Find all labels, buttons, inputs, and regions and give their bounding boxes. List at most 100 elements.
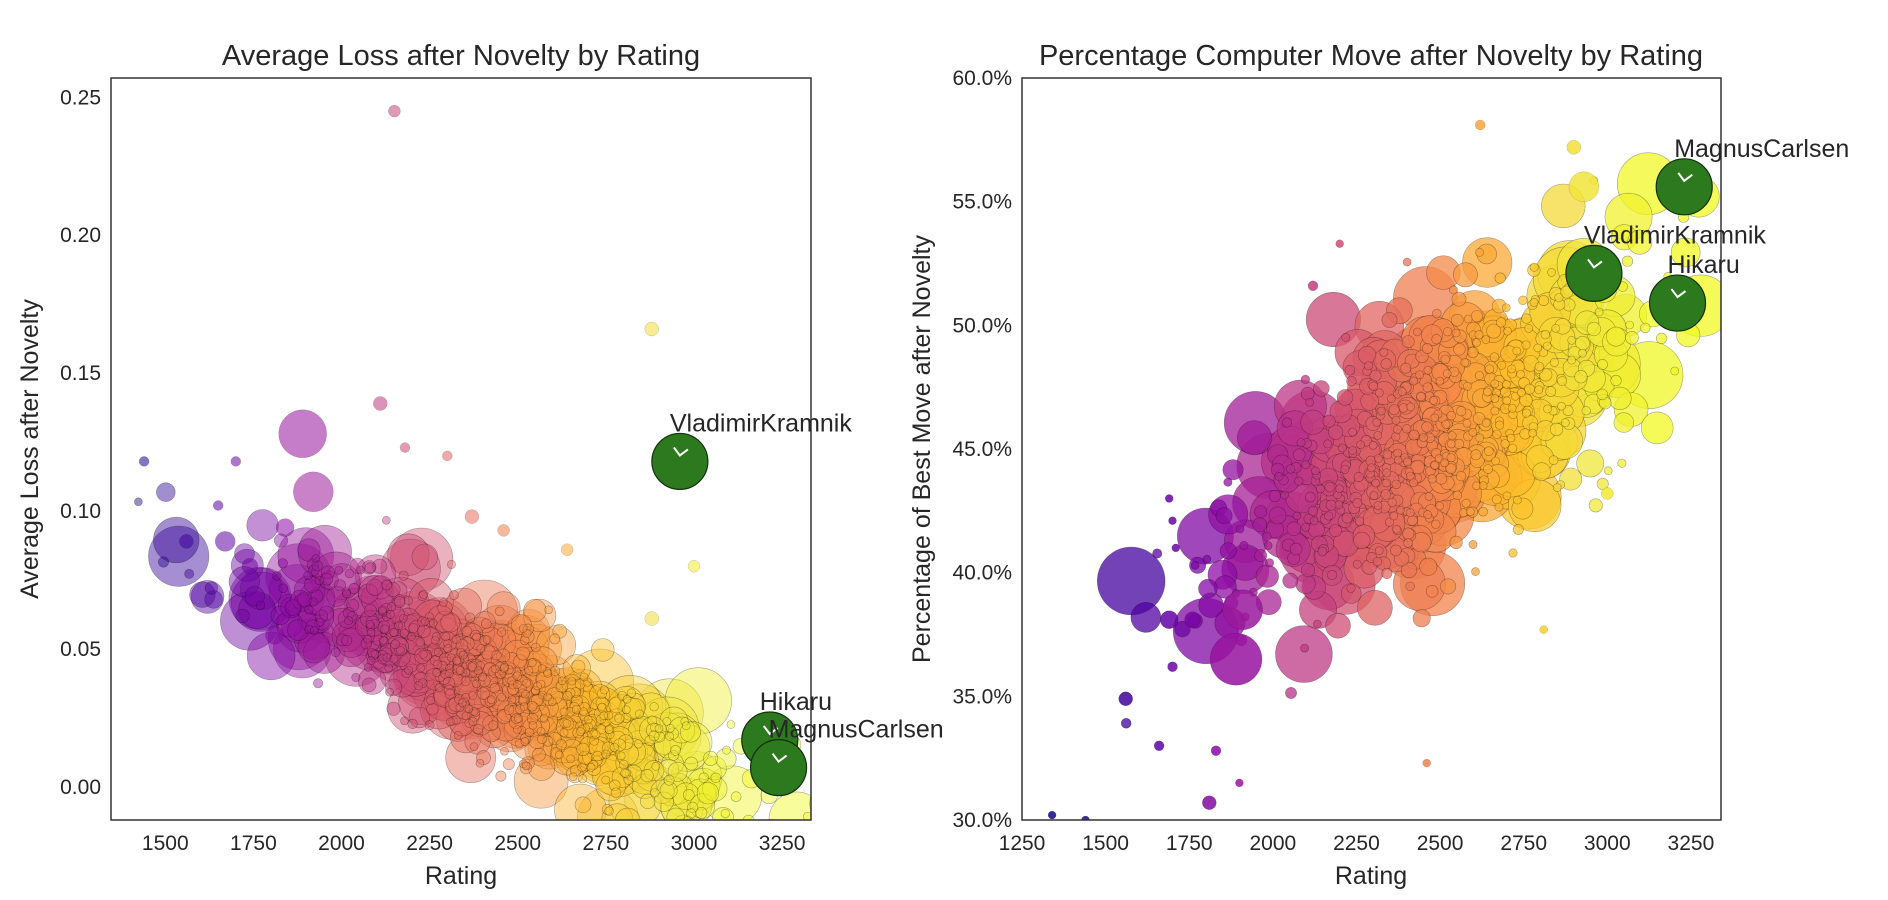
data-point bbox=[605, 730, 615, 740]
data-point bbox=[1215, 507, 1233, 525]
data-point bbox=[479, 635, 491, 646]
data-point bbox=[458, 679, 490, 711]
data-point bbox=[156, 482, 176, 502]
data-point bbox=[715, 748, 737, 770]
data-point bbox=[1391, 415, 1401, 425]
data-point bbox=[1341, 512, 1353, 524]
data-point bbox=[542, 735, 554, 747]
data-point bbox=[654, 731, 666, 743]
data-point bbox=[465, 660, 498, 693]
outlier-point bbox=[644, 611, 659, 626]
data-point bbox=[433, 659, 443, 669]
data-point bbox=[617, 690, 628, 701]
data-point bbox=[445, 587, 483, 625]
data-point bbox=[584, 713, 602, 731]
y-tick-label: 45.0% bbox=[952, 438, 1012, 461]
data-point bbox=[470, 658, 483, 671]
data-point bbox=[1381, 567, 1393, 579]
outlier-point bbox=[293, 471, 334, 513]
data-point bbox=[1482, 387, 1492, 397]
data-point bbox=[297, 524, 352, 579]
data-point bbox=[311, 554, 321, 563]
data-point bbox=[390, 637, 409, 656]
data-point bbox=[1412, 609, 1431, 628]
data-point bbox=[1338, 443, 1347, 453]
data-point bbox=[545, 709, 608, 772]
data-point bbox=[508, 680, 518, 690]
data-point bbox=[1451, 291, 1467, 307]
data-point bbox=[414, 681, 424, 691]
data-point bbox=[594, 712, 643, 762]
data-point bbox=[1390, 544, 1402, 557]
x-tick-label: 2500 bbox=[1417, 832, 1464, 855]
data-point bbox=[415, 620, 470, 675]
data-point bbox=[659, 781, 678, 800]
data-point bbox=[672, 782, 701, 811]
data-point bbox=[1543, 404, 1552, 414]
data-point bbox=[1613, 412, 1635, 433]
loss-chart-x-ticks: 1500 1750 2000 2250 2500 2750 3000 3250 bbox=[142, 832, 806, 855]
data-point bbox=[662, 763, 718, 820]
data-point bbox=[592, 750, 603, 762]
data-point bbox=[496, 692, 542, 738]
data-point bbox=[670, 745, 681, 756]
outlier-point bbox=[230, 456, 242, 467]
data-point bbox=[451, 715, 461, 725]
data-point bbox=[483, 681, 545, 744]
data-point bbox=[681, 721, 691, 731]
data-point bbox=[535, 682, 578, 726]
data-point bbox=[542, 691, 572, 720]
data-point bbox=[1508, 548, 1518, 558]
data-point bbox=[514, 680, 527, 694]
data-point bbox=[240, 567, 283, 610]
data-point bbox=[587, 728, 611, 752]
data-point bbox=[1405, 581, 1415, 591]
data-point bbox=[635, 678, 704, 747]
data-point bbox=[578, 774, 588, 784]
data-point bbox=[362, 560, 377, 575]
data-point bbox=[408, 623, 419, 633]
data-point bbox=[1494, 272, 1506, 284]
data-point bbox=[1372, 556, 1382, 567]
data-point bbox=[1421, 421, 1433, 433]
y-tick-label: 0.10 bbox=[60, 500, 101, 523]
data-point bbox=[1317, 546, 1328, 557]
data-point bbox=[567, 676, 577, 686]
data-point bbox=[1409, 376, 1419, 386]
data-point bbox=[293, 575, 326, 607]
data-point bbox=[517, 698, 557, 738]
data-point bbox=[628, 753, 659, 785]
data-point bbox=[408, 620, 426, 637]
data-point bbox=[1460, 358, 1470, 368]
outlier-point bbox=[212, 500, 224, 511]
data-point bbox=[1431, 519, 1441, 529]
data-point bbox=[1507, 443, 1518, 453]
data-point bbox=[1521, 313, 1532, 324]
data-point bbox=[305, 619, 320, 634]
data-point bbox=[450, 721, 482, 754]
data-point bbox=[473, 624, 525, 676]
data-point bbox=[411, 543, 438, 571]
data-point bbox=[416, 650, 476, 710]
data-point bbox=[1441, 419, 1451, 429]
data-point bbox=[476, 750, 491, 766]
data-point bbox=[389, 628, 399, 638]
data-point bbox=[535, 625, 576, 666]
data-point bbox=[1415, 349, 1429, 364]
data-point bbox=[1430, 460, 1439, 470]
data-point bbox=[395, 607, 421, 634]
data-point bbox=[559, 718, 570, 728]
data-point bbox=[1402, 424, 1412, 434]
data-point bbox=[1300, 643, 1309, 653]
data-point bbox=[1554, 293, 1564, 303]
data-point bbox=[351, 672, 361, 682]
data-point bbox=[421, 627, 440, 646]
data-point bbox=[405, 632, 439, 667]
data-point bbox=[1449, 535, 1463, 550]
data-point bbox=[1542, 341, 1552, 351]
data-point bbox=[575, 721, 584, 731]
data-point bbox=[461, 625, 473, 637]
data-point bbox=[457, 640, 512, 694]
data-point bbox=[1506, 433, 1516, 443]
data-point bbox=[333, 633, 368, 668]
